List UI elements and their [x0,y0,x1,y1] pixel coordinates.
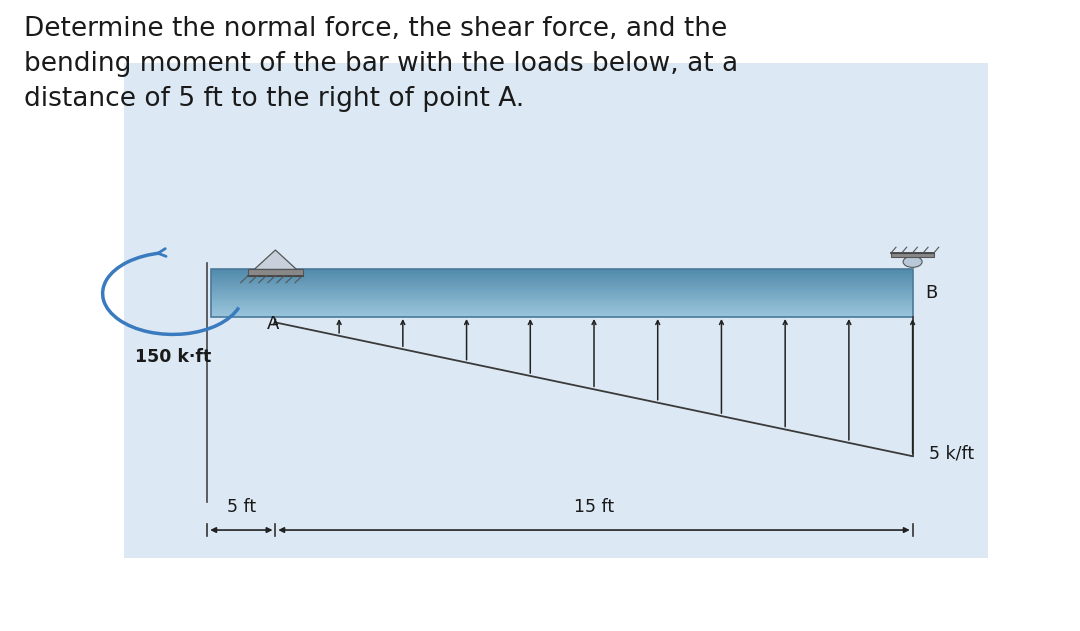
Bar [891,253,934,257]
Bar [211,288,913,290]
Bar [124,63,988,558]
Bar [211,300,913,302]
Circle shape [903,256,922,268]
Bar [211,274,913,276]
Bar [211,281,913,282]
Bar [211,293,913,295]
Text: Determine the normal force, the shear force, and the
bending moment of the bar w: Determine the normal force, the shear fo… [24,16,738,112]
Bar [211,278,913,279]
Bar [211,285,913,287]
Bar [211,276,913,278]
Bar [211,279,913,281]
Text: 150 k·ft: 150 k·ft [135,348,212,365]
Text: A: A [267,315,280,333]
Bar [211,298,913,300]
Bar [211,297,913,298]
Bar [211,305,913,306]
Bar [211,295,913,297]
Bar [211,308,913,309]
Bar [211,290,913,292]
Bar [211,287,913,288]
Bar [211,292,913,293]
Bar [211,273,913,274]
Text: B: B [926,285,937,302]
Text: 15 ft: 15 ft [573,498,615,516]
Bar [211,284,913,285]
Bar [211,303,913,305]
Bar [211,314,913,316]
Polygon shape [254,250,297,269]
Bar [211,306,913,308]
Bar [211,282,913,284]
Text: 5 k/ft: 5 k/ft [929,444,974,463]
Bar [211,316,913,317]
Bar [211,302,913,303]
Bar [211,311,913,312]
Bar [211,271,913,273]
Bar [211,269,913,271]
Bar [211,309,913,311]
Bar [211,312,913,314]
Text: 5 ft: 5 ft [227,498,256,516]
Bar [248,269,302,276]
Bar [211,269,913,317]
